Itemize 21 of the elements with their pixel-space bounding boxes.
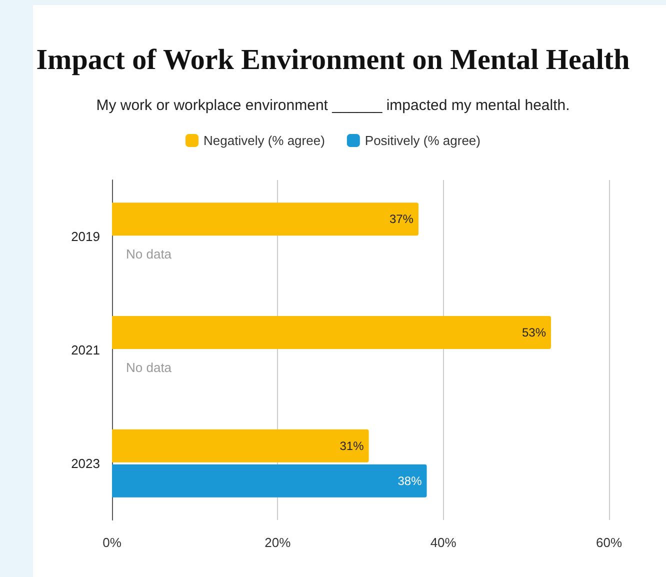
chart-title: Impact of Work Environment on Mental Health: [35, 44, 631, 77]
x-tick-label: 0%: [102, 535, 122, 550]
data-label: 31%: [340, 438, 364, 453]
bar: [112, 429, 369, 462]
annotation: No data: [126, 246, 172, 262]
bar: [112, 464, 427, 498]
bar: [112, 202, 418, 236]
x-tick-label: 20%: [264, 535, 292, 550]
bar: [112, 316, 552, 350]
x-tick-label: 40%: [430, 535, 457, 550]
x-tick-label: 60%: [596, 535, 622, 550]
y-tick-label: 2019: [71, 229, 100, 244]
legend-label: Positively (% agree): [364, 133, 481, 148]
data-label: 38%: [398, 474, 422, 488]
data-label: 53%: [522, 326, 546, 340]
y-tick-label: 2021: [71, 342, 100, 358]
y-tick-label: 2023: [71, 456, 100, 471]
legend-label: Negatively (% agree): [204, 133, 325, 148]
chart-subtitle: My work or workplace environment ______ impacted my mental health.: [95, 97, 571, 114]
data-label: 37%: [389, 212, 414, 226]
annotation: No data: [126, 360, 172, 375]
